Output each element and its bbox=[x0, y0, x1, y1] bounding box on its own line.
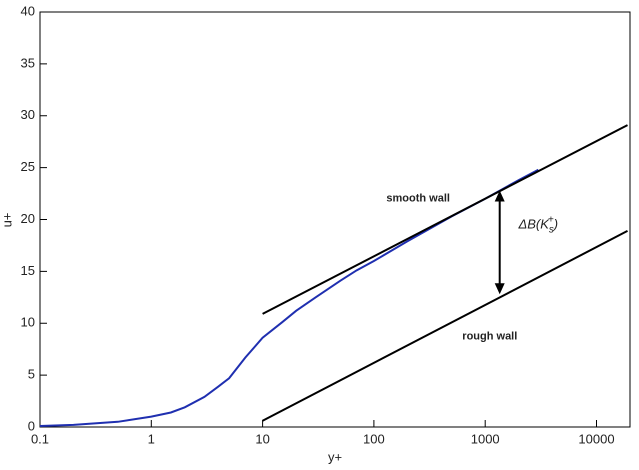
y-tick-label: 35 bbox=[21, 55, 35, 70]
x-tick-label: 10000 bbox=[578, 431, 614, 446]
y-tick-label: 40 bbox=[21, 3, 35, 18]
series-line bbox=[39, 168, 539, 427]
series-line bbox=[262, 124, 628, 315]
arrow-label-part: ) bbox=[552, 217, 558, 232]
x-tick-label: 1 bbox=[148, 431, 155, 446]
annotation: rough wall bbox=[462, 331, 517, 343]
arrow-head bbox=[494, 190, 505, 202]
x-tick-label: 1000 bbox=[471, 431, 500, 446]
arrow-label-part: s bbox=[549, 224, 554, 235]
y-axis-label: u+ bbox=[0, 213, 14, 228]
series-line bbox=[262, 230, 628, 422]
arrow-label-part: + bbox=[548, 214, 554, 225]
arrow-head bbox=[494, 283, 505, 295]
y-tick-label: 25 bbox=[21, 159, 35, 174]
y-tick-label: 10 bbox=[21, 315, 35, 330]
x-axis-label: y+ bbox=[328, 449, 342, 464]
x-tick-label: 10 bbox=[255, 431, 269, 446]
arrow-label-part: ΔB(K bbox=[518, 217, 551, 232]
y-tick-label: 15 bbox=[21, 263, 35, 278]
y-tick-label: 20 bbox=[21, 211, 35, 226]
annotation: smooth wall bbox=[386, 193, 450, 205]
y-tick-label: 5 bbox=[28, 367, 35, 382]
arrow-label: ΔB(Ks+) bbox=[518, 214, 559, 235]
y-tick-label: 30 bbox=[21, 107, 35, 122]
x-tick-label: 100 bbox=[363, 431, 385, 446]
y-tick-label: 0 bbox=[28, 418, 35, 433]
x-tick-label: 0.1 bbox=[31, 431, 49, 446]
